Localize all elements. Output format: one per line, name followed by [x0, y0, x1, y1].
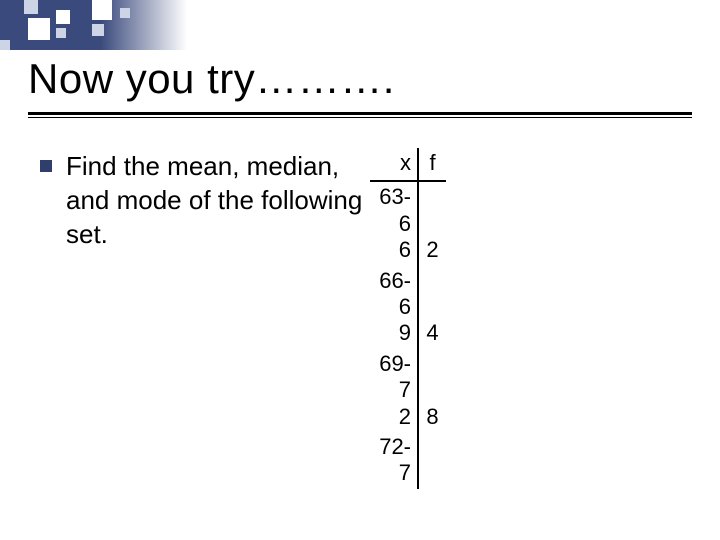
- cell-x: 69- 7 2: [370, 349, 418, 432]
- cell-x: 63- 6 6: [370, 181, 418, 265]
- cell-f: 8: [418, 349, 446, 432]
- title-area: Now you try……….: [28, 55, 692, 103]
- table-row: 63- 6 62: [370, 181, 446, 265]
- table-header-row: x f: [370, 148, 446, 181]
- cell-f: 2: [418, 181, 446, 265]
- cell-x: 66- 6 9: [370, 266, 418, 349]
- table-row: 69- 7 28: [370, 349, 446, 432]
- title-rule-thick: [28, 112, 692, 115]
- col-header-x: x: [370, 148, 418, 181]
- title-rule-thin: [28, 117, 692, 118]
- table-row: 72- 7: [370, 432, 446, 489]
- body-area: Find the mean, median, and mode of the f…: [40, 150, 680, 251]
- frequency-table: x f 63- 6 6266- 6 9469- 7 2872- 7: [370, 148, 480, 489]
- slide-title: Now you try……….: [28, 55, 692, 103]
- square-bullet-icon: [40, 160, 52, 172]
- cell-f: 4: [418, 266, 446, 349]
- slide-decoration-bar: [0, 0, 720, 50]
- table-row: 66- 6 94: [370, 266, 446, 349]
- cell-x: 72- 7: [370, 432, 418, 489]
- bullet-item: Find the mean, median, and mode of the f…: [40, 150, 680, 251]
- bullet-text: Find the mean, median, and mode of the f…: [66, 150, 366, 251]
- col-header-f: f: [418, 148, 446, 181]
- cell-f: [418, 432, 446, 489]
